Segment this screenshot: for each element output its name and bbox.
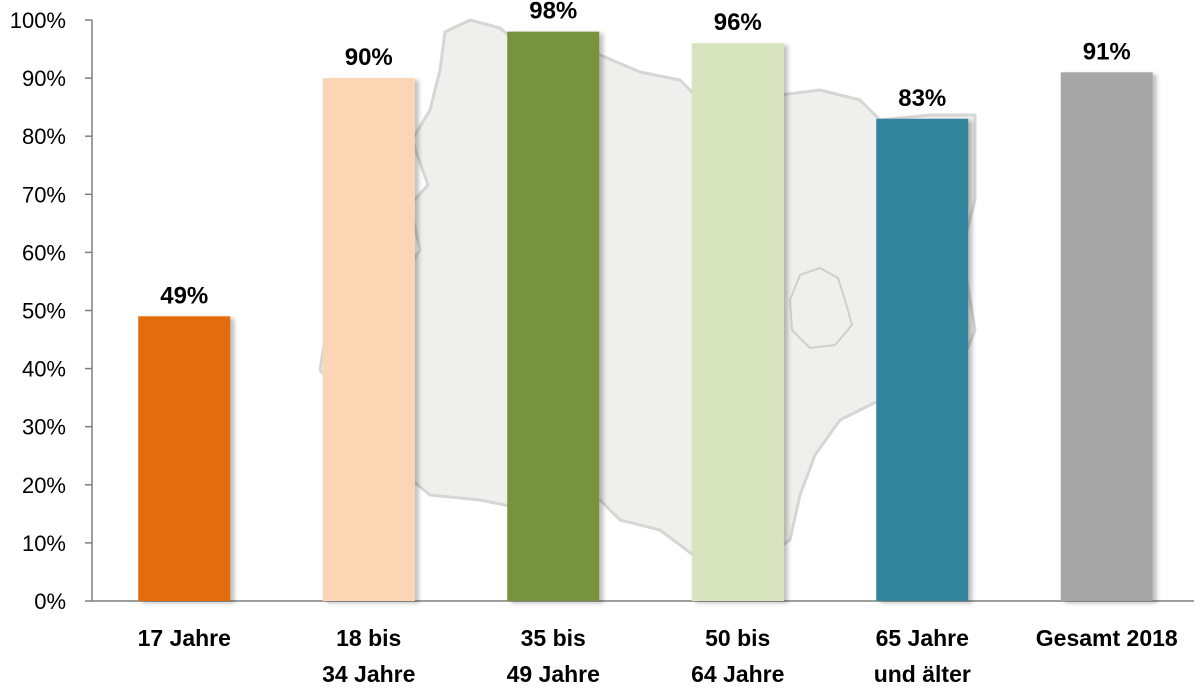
data-label: 98% [529,0,577,25]
data-label: 83% [898,85,946,112]
bar [876,118,969,602]
y-tick-label: 0% [34,589,66,614]
x-tick-label: Gesamt 2018 [1036,625,1178,651]
x-tick-label: und älter [874,661,971,687]
bar [138,316,231,601]
x-tick-label: 65 Jahre [876,625,969,651]
y-tick-label: 50% [22,299,66,324]
y-tick-label: 100% [10,8,66,33]
y-tick-label: 60% [22,240,66,265]
bars [138,31,1153,602]
data-labels: 49% 90% 98% 96% 83% 91% [160,0,1131,309]
y-tick-label: 80% [22,124,66,149]
x-tick-label: 50 bis [705,625,770,651]
y-tick-label: 70% [22,182,66,207]
x-tick-label: 18 bis [336,625,401,651]
x-tick-label: 49 Jahre [507,661,600,687]
y-tick-label: 20% [22,473,66,498]
x-axis-labels: 17 Jahre 18 bis 34 Jahre 35 bis 49 Jahre 50 b… [138,625,1178,687]
y-tick-label: 30% [22,415,66,440]
bar [507,31,600,602]
bar [691,43,784,602]
y-tick-label: 10% [22,531,66,556]
bar [1060,72,1153,602]
y-axis-ticks: 0% 10% 20% 30% 40% 50% 60% 70% 80% 90% 100% [10,8,92,614]
bar [322,78,415,602]
x-tick-label: 64 Jahre [691,661,784,687]
background-map-city-outline [788,266,854,350]
y-tick-label: 40% [22,357,66,382]
x-tick-label: 34 Jahre [322,661,415,687]
data-label: 91% [1083,38,1131,65]
data-label: 49% [160,282,208,309]
y-tick-label: 90% [22,66,66,91]
x-tick-label: 35 bis [521,625,586,651]
data-label: 90% [345,44,393,71]
data-label: 96% [714,9,762,36]
x-tick-label: 17 Jahre [138,625,231,651]
